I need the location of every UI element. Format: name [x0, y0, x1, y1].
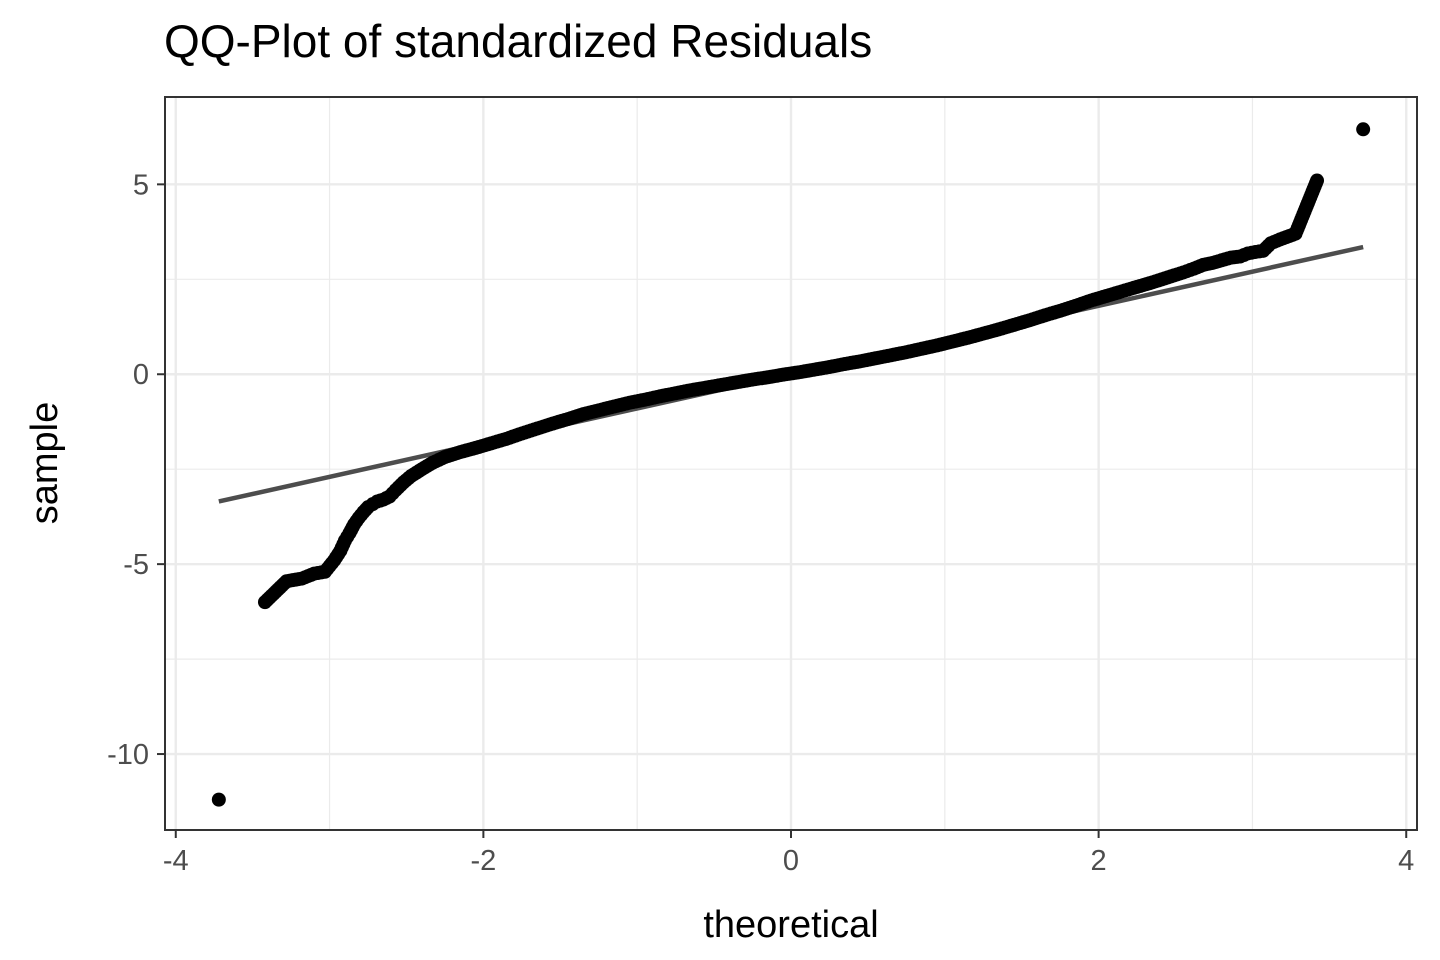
y-tick-label: 0 [133, 359, 149, 391]
y-axis-ticks: -10 -5 0 5 [107, 169, 165, 771]
qq-point-fill [1308, 176, 1323, 191]
y-axis-title: sample [24, 402, 66, 525]
y-tick-label: -5 [123, 549, 149, 581]
qq-point [211, 792, 226, 807]
y-tick-label: 5 [133, 169, 149, 201]
x-tick-label: 2 [1091, 845, 1107, 877]
chart-title: QQ-Plot of standardized Residuals [164, 15, 873, 67]
qq-point-fill [358, 502, 373, 517]
x-tick-label: 0 [783, 845, 799, 877]
grid-major [165, 97, 1417, 830]
x-tick-label: 4 [1398, 845, 1414, 877]
x-axis-ticks: -4 -2 0 2 4 [163, 830, 1414, 877]
points-layer [211, 122, 1371, 807]
x-axis-title: theoretical [703, 904, 878, 946]
x-tick-label: -4 [163, 845, 189, 877]
qq-point [1356, 122, 1371, 137]
x-tick-label: -2 [470, 845, 496, 877]
y-tick-label: -10 [107, 739, 149, 771]
